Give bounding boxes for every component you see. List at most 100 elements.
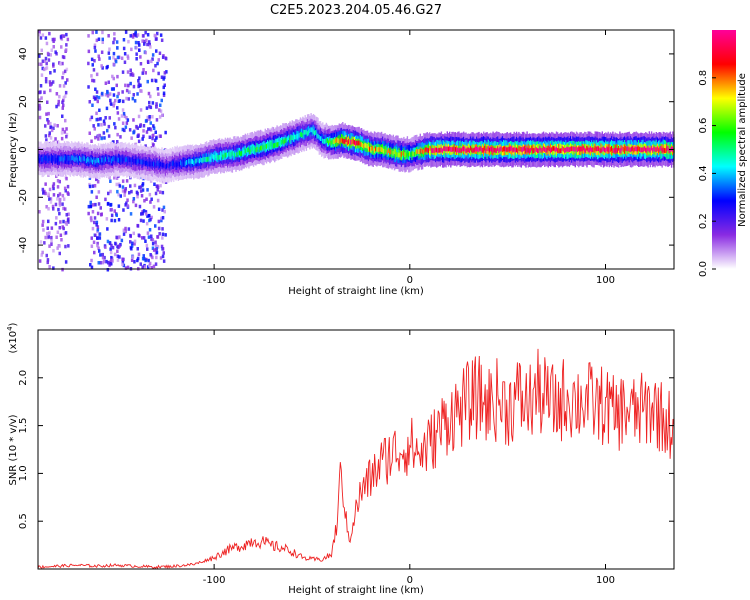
noise-speck: [125, 179, 129, 183]
ridge-cell: [278, 140, 281, 146]
noise-speck: [38, 106, 42, 110]
noise-speck: [126, 204, 130, 208]
noise-speck: [90, 265, 94, 270]
noise-speck: [93, 45, 97, 50]
ridge-cell: [456, 148, 458, 153]
noise-speck: [49, 200, 53, 204]
ridge-cell: [450, 146, 452, 152]
ridge-cell: [634, 146, 636, 151]
ridge-cell: [609, 147, 612, 152]
ridge-cell: [168, 163, 170, 169]
snr-y-tick-label: 2.0: [18, 370, 29, 386]
ridge-cell: [43, 155, 46, 161]
noise-speck: [95, 30, 98, 34]
noise-speck: [58, 61, 61, 65]
ridge-cell: [478, 147, 480, 153]
noise-speck: [107, 261, 110, 265]
ridge-cell: [317, 133, 319, 139]
ridge-cell: [137, 158, 140, 164]
noise-speck: [52, 266, 55, 270]
noise-speck: [140, 212, 143, 216]
ridge-cell: [59, 156, 61, 162]
noise-speck: [131, 96, 135, 101]
ridge-cell: [393, 149, 396, 154]
noise-speck: [58, 244, 61, 248]
noise-speck: [64, 118, 67, 123]
noise-speck: [49, 121, 52, 126]
ridge-cell: [560, 148, 562, 153]
noise-speck: [44, 235, 47, 240]
ridge-cell: [660, 145, 662, 151]
ridge-cell: [405, 152, 407, 158]
noise-speck: [97, 134, 100, 138]
noise-speck: [66, 184, 70, 189]
ridge-cell: [308, 129, 310, 135]
noise-speck: [106, 239, 110, 244]
ridge-cell: [600, 143, 602, 153]
noise-speck: [152, 124, 155, 128]
noise-speck: [144, 212, 148, 216]
ridge-cell: [162, 162, 164, 168]
noise-speck: [164, 56, 168, 61]
ridge-cell: [615, 147, 618, 153]
noise-speck: [114, 241, 117, 246]
noise-speck: [159, 183, 162, 188]
noise-speck: [46, 51, 50, 56]
noise-speck: [47, 219, 50, 224]
ridge-cell: [321, 136, 323, 142]
noise-speck: [125, 96, 128, 101]
ridge-cell: [650, 145, 653, 151]
ridge-cell: [174, 162, 176, 168]
ridge-cell: [421, 149, 424, 154]
noise-speck: [61, 127, 65, 132]
noise-speck: [132, 84, 136, 89]
noise-speck: [163, 209, 166, 214]
noise-speck: [157, 71, 160, 76]
noise-speck: [44, 191, 47, 196]
noise-speck: [94, 49, 97, 53]
noise-speck: [41, 219, 45, 224]
noise-speck: [61, 61, 64, 66]
noise-speck: [50, 48, 53, 52]
ridge-cell: [50, 157, 53, 163]
ridge-cell: [141, 159, 143, 165]
ridge-cell: [124, 157, 127, 163]
ridge-cell: [263, 145, 265, 151]
noise-speck: [112, 55, 115, 60]
ridge-cell: [161, 162, 163, 168]
noise-speck: [146, 247, 149, 251]
noise-speck: [93, 250, 96, 255]
ridge-cell: [515, 147, 518, 153]
ridge-cell: [342, 138, 344, 144]
ridge-cell: [169, 161, 171, 167]
ridge-cell: [606, 146, 608, 152]
ridge-cell: [466, 147, 468, 153]
noise-speck: [162, 205, 166, 210]
ridge-cell: [80, 157, 82, 162]
ridge-cell: [356, 140, 358, 146]
ridge-cell: [167, 162, 169, 168]
noise-speck: [111, 245, 115, 250]
snr-panel: -100 0 100 0.5 1.0 1.5 2.0 Height of straight …: [6, 322, 675, 596]
ridge-cell: [554, 147, 556, 153]
ridge-cell: [268, 142, 270, 148]
ridge-cell: [382, 147, 384, 153]
noise-speck: [98, 232, 102, 236]
ridge-cell: [67, 155, 69, 161]
ridge-cell: [303, 130, 305, 140]
ridge-cell: [115, 156, 117, 162]
noise-speck: [158, 190, 162, 194]
ridge-cell: [654, 147, 656, 152]
ridge-cell: [337, 138, 339, 143]
noise-speck: [44, 56, 48, 61]
ridge-cell: [400, 151, 403, 157]
noise-speck: [62, 98, 65, 103]
ridge-cell: [526, 147, 528, 153]
noise-speck: [104, 116, 107, 120]
noise-speck: [44, 79, 48, 84]
ridge-cell: [635, 146, 637, 152]
noise-speck: [129, 184, 132, 188]
ridge-cell: [74, 157, 76, 163]
ridge-cell: [103, 158, 106, 164]
